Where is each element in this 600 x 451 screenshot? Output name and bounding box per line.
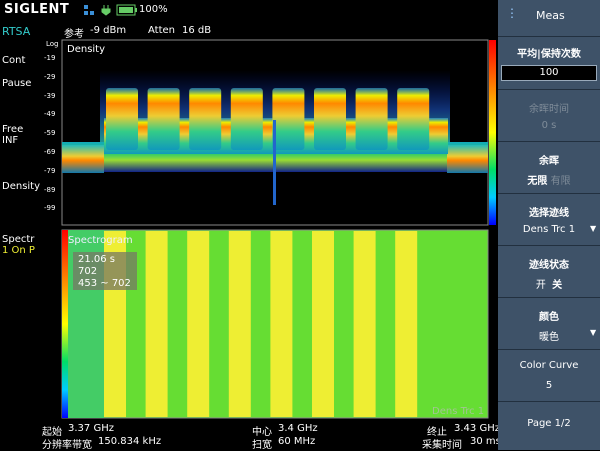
marker-frame: 702 [78, 266, 98, 277]
trigger: Free [2, 124, 24, 135]
menu-item[interactable]: 选择迹线 Dens Trc 1 ▼ [498, 193, 600, 245]
start: 3.37 GHz [68, 423, 114, 434]
spectrogram-stripe [270, 231, 293, 417]
item-value: 0 s [541, 120, 557, 131]
density-colorbar [489, 40, 496, 225]
y-label: -99 [44, 204, 56, 213]
item-label: 平均|保持次数 [517, 49, 581, 60]
signal-hump [272, 88, 305, 150]
y-label: -49 [44, 110, 56, 119]
item-label: Color Curve [519, 360, 579, 371]
sweep-mode: Cont [2, 55, 26, 66]
battery-level: 100% [139, 4, 168, 15]
y-label: -69 [44, 148, 56, 156]
battery-icon [116, 4, 137, 16]
y-label: -29 [44, 72, 56, 81]
menu-item[interactable]: Color Curve 5 [498, 349, 600, 401]
mode: RTSA [2, 25, 31, 38]
menu-item[interactable]: 迹线状态 开 关 [498, 245, 600, 297]
signal-hump [355, 88, 388, 150]
center: 3.4 GHz [278, 423, 318, 434]
span: 60 MHz [278, 436, 316, 447]
stop-label: 终止 [427, 427, 447, 438]
y-label: -89 [44, 185, 56, 194]
signal-hump [106, 88, 138, 150]
item-value[interactable]: 100 [501, 65, 597, 81]
item-label: Page 1/2 [527, 418, 571, 429]
atten-label: Atten [148, 25, 175, 36]
menu-item[interactable]: 颜色 暖色 ▼ [498, 297, 600, 349]
item-label: 选择迹线 [529, 208, 569, 219]
signal-hump [397, 88, 430, 150]
signal-hump [230, 88, 263, 150]
marker-box [73, 252, 137, 290]
pause: Pause [2, 78, 32, 89]
signal-hump [189, 88, 222, 150]
density-title: Density [67, 44, 106, 55]
trace-name: Dens Trc 1 [432, 406, 485, 417]
item-value: 5 [545, 380, 553, 391]
center-spike [273, 120, 276, 205]
option-on[interactable]: 开 [535, 280, 546, 291]
y-label: -19 [44, 54, 56, 62]
atten-value: 16 dB [182, 25, 212, 36]
edge-right [447, 145, 488, 173]
spectrogram-title: Spectrogram [68, 235, 133, 246]
menu-item: 余晖时间 0 s [498, 89, 600, 141]
menu-item[interactable]: Page 1/2 [498, 401, 600, 451]
menu-dots: ⋮ [506, 6, 518, 20]
item-label: 迹线状态 [529, 260, 569, 271]
brand: SIGLENT [4, 2, 70, 17]
ref-label: 参考 [64, 29, 84, 40]
trace-2: Spectr [2, 234, 35, 245]
y-label: -59 [44, 129, 56, 138]
option-off[interactable]: 有限 [550, 176, 571, 187]
menu-title: Meas [536, 9, 565, 22]
spectrogram-stripe [312, 231, 334, 417]
edge-left [62, 145, 104, 173]
item-label: 颜色 [539, 312, 559, 323]
item-label: 余晖 [539, 156, 559, 167]
spectrogram-stripe [353, 231, 376, 417]
start-label: 起始 [42, 427, 62, 438]
spectrogram-stripe [145, 231, 168, 417]
plots [61, 39, 496, 419]
marker-time: 21.06 s [78, 254, 116, 265]
scale-label: Log [46, 40, 59, 48]
item-label: 余晖时间 [529, 104, 569, 115]
trace-2-state: 1 On P [2, 245, 35, 256]
soft-menu: ⋮ Meas 平均|保持次数 100 余晖时间 0 s 余晖 无限 有限 选择迹… [498, 0, 600, 450]
y-label: -79 [44, 166, 56, 175]
rbw-label: 分辨率带宽 [42, 440, 92, 451]
item-value: 暖色 [539, 332, 559, 343]
menu-item[interactable]: 平均|保持次数 100 [498, 36, 600, 89]
spectrogram-stripe [395, 231, 418, 417]
y-label: -39 [44, 91, 56, 100]
option-on[interactable]: 无限 [527, 176, 548, 187]
spectrogram-colorbar [62, 230, 68, 418]
signal-hump [147, 88, 180, 150]
stop: 3.43 GHz [454, 423, 500, 434]
signal-hump [314, 88, 346, 150]
dropdown-arrow: ▼ [590, 224, 597, 233]
acq: 30 ms [470, 436, 501, 447]
marker-range: 453 ~ 702 [78, 278, 131, 289]
span-label: 扫宽 [252, 440, 272, 451]
option-off[interactable]: 关 [552, 280, 563, 291]
rbw: 150.834 kHz [98, 436, 162, 447]
spectrogram-stripe [228, 231, 251, 417]
status-icons [84, 5, 111, 16]
menu-item[interactable]: 余晖 无限 有限 [498, 141, 600, 193]
center-label: 中心 [252, 427, 272, 438]
dropdown-arrow: ▼ [590, 328, 597, 337]
trigger-count: INF [2, 135, 19, 146]
trace-1: Density [2, 181, 41, 192]
spectrogram-stripe [187, 231, 210, 417]
item-value: Dens Trc 1 [522, 224, 576, 235]
acq-label: 采集时间 [422, 440, 462, 451]
ref-value: -9 dBm [90, 25, 127, 36]
